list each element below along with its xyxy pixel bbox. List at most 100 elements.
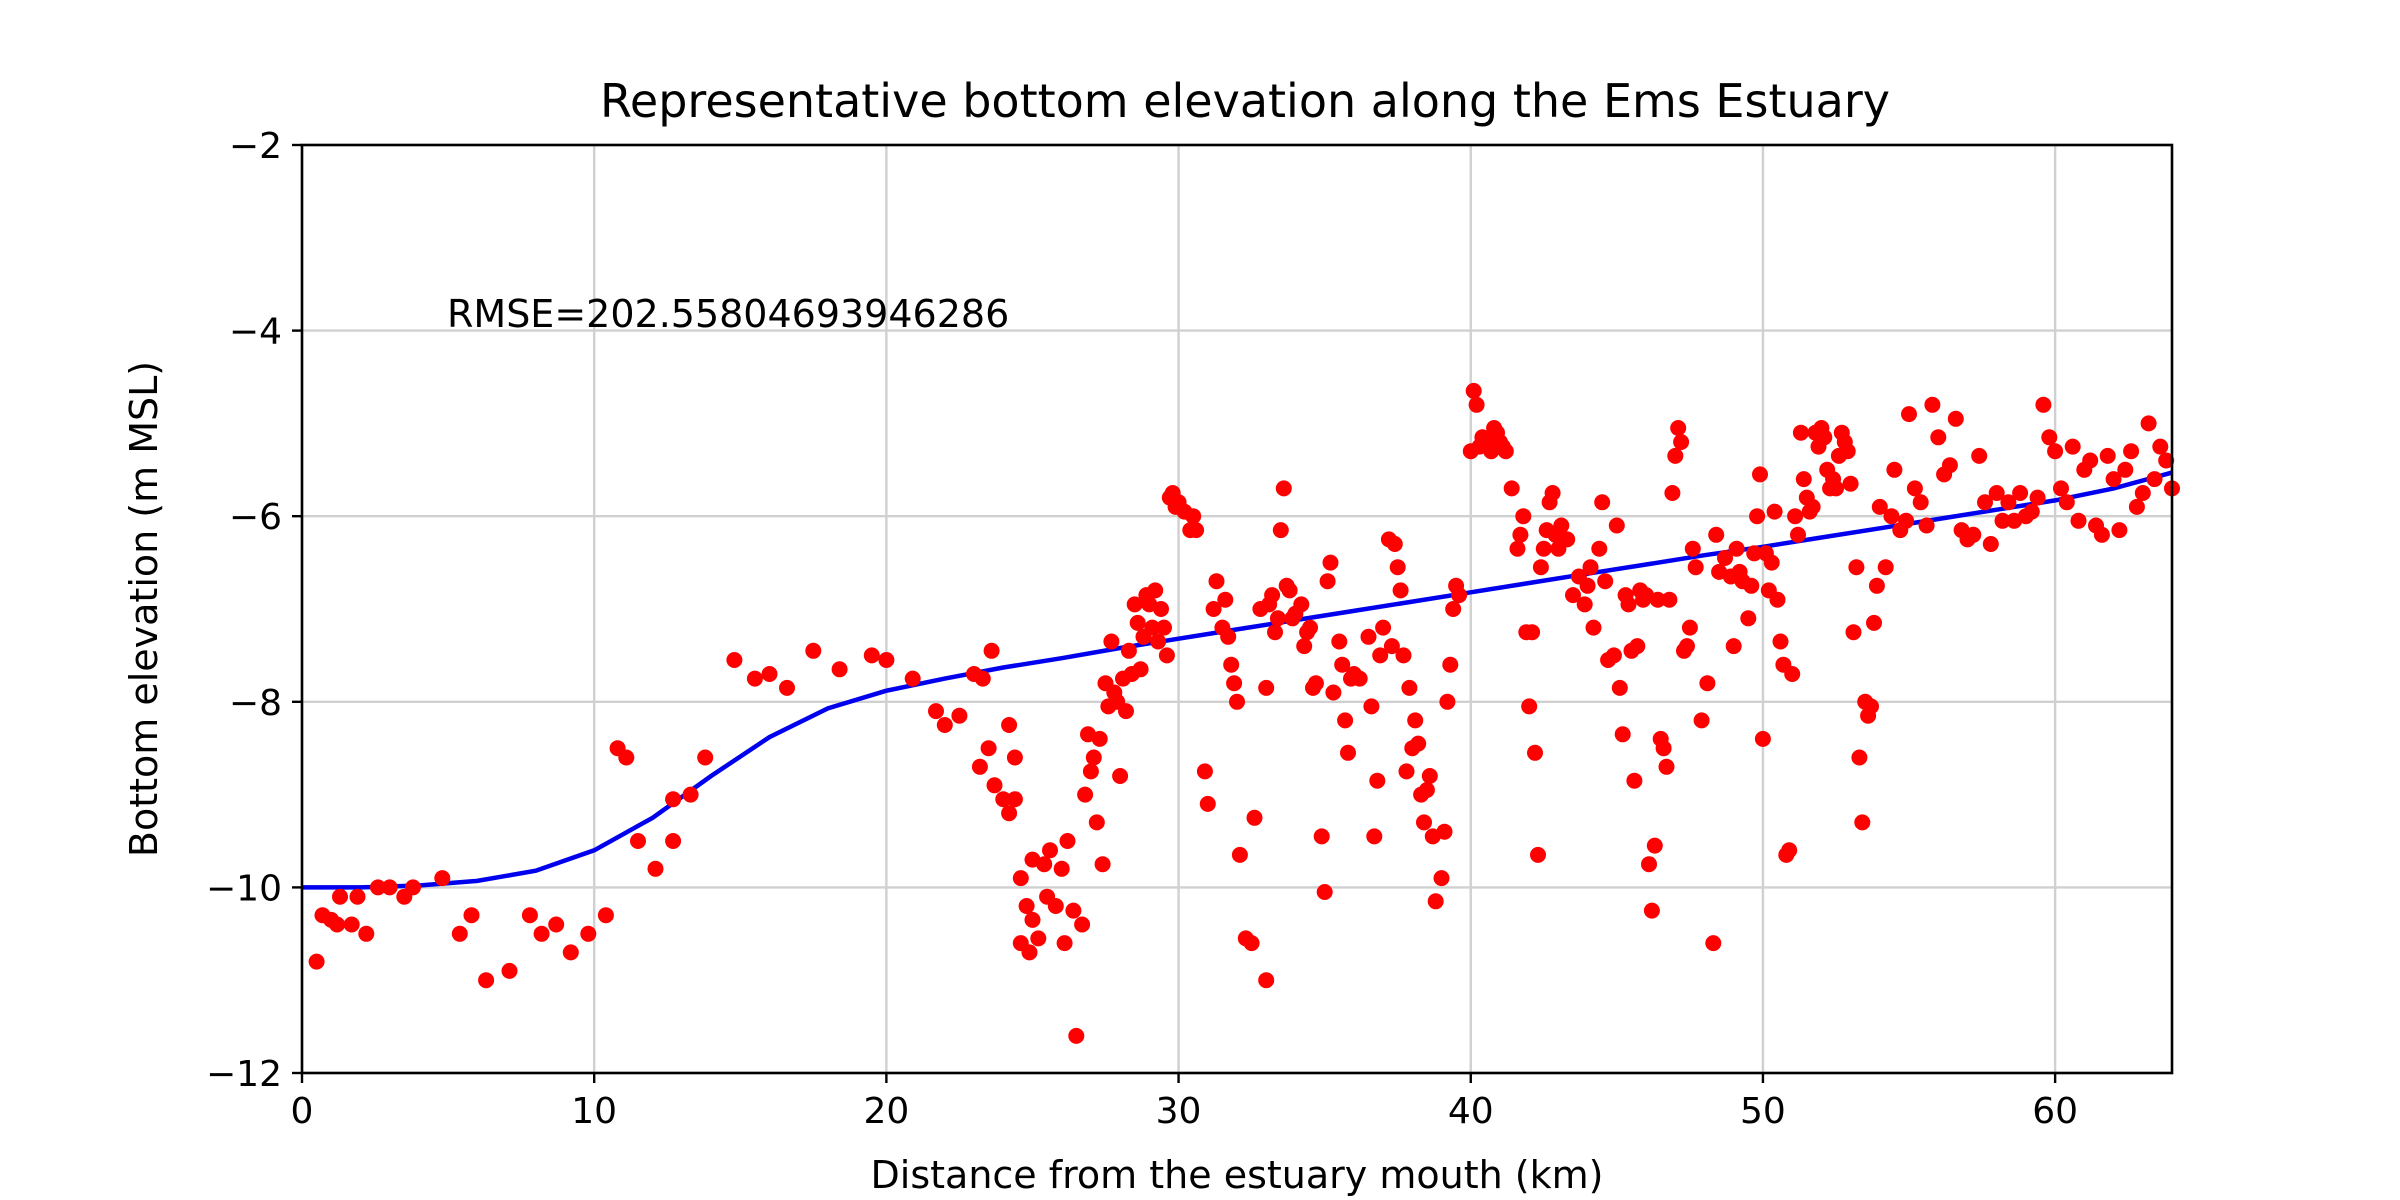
data-point: [971, 758, 988, 775]
data-point: [2117, 461, 2134, 478]
data-point: [1871, 498, 1888, 515]
data-point: [1687, 559, 1704, 576]
data-point: [521, 907, 538, 924]
data-point: [2093, 526, 2110, 543]
data-point: [1132, 661, 1149, 678]
data-point: [1851, 749, 1868, 766]
data-point: [2128, 498, 2145, 515]
data-point: [1120, 642, 1137, 659]
data-point: [647, 860, 664, 877]
data-point: [1264, 587, 1281, 604]
data-point: [1532, 559, 1549, 576]
data-point: [1018, 898, 1035, 914]
data-point: [1684, 540, 1701, 557]
data-point: [1074, 916, 1091, 933]
data-point: [1351, 670, 1368, 687]
data-point: [1223, 656, 1240, 673]
data-point: [478, 972, 495, 989]
data-point: [1085, 749, 1102, 766]
data-point: [1144, 619, 1161, 636]
y-tick-label: −8: [229, 683, 282, 724]
data-point: [1790, 526, 1806, 543]
x-tick-label: 50: [1740, 1091, 1786, 1132]
data-point: [1047, 898, 1064, 914]
data-point: [1629, 638, 1646, 655]
data-point: [1231, 846, 1248, 863]
y-tick-label: −6: [229, 497, 282, 538]
x-tick-label: 40: [1448, 1091, 1494, 1132]
data-point: [1269, 610, 1286, 627]
data-point: [1930, 429, 1947, 446]
data-point: [1246, 809, 1263, 826]
data-point: [1608, 517, 1625, 534]
data-point: [1267, 624, 1283, 641]
data-point: [434, 870, 451, 887]
data-point: [1868, 577, 1885, 594]
data-point: [1509, 540, 1526, 557]
data-point: [665, 791, 682, 808]
data-point: [980, 740, 997, 757]
data-point: [1363, 698, 1380, 715]
data-point: [2023, 503, 2040, 520]
data-point: [562, 944, 579, 961]
data-point: [1848, 559, 1865, 576]
data-point: [1410, 735, 1427, 752]
data-point: [1147, 582, 1164, 599]
axis-ticks: 0 10 20 30 40 50 60 −12 −10 −8 −6 −4 −2: [206, 126, 2078, 1132]
y-tick-label: −4: [229, 312, 282, 353]
data-point: [746, 670, 763, 687]
data-point: [1392, 582, 1409, 599]
data-point: [1620, 596, 1637, 613]
rmse-annotation: RMSE=202.55804693946286: [447, 292, 1009, 336]
data-point: [1325, 684, 1342, 701]
data-point: [805, 642, 822, 659]
data-point: [2035, 396, 2052, 413]
data-point: [1059, 833, 1076, 849]
data-point: [370, 879, 386, 896]
data-point: [1185, 508, 1202, 525]
data-point: [2058, 494, 2075, 511]
data-point: [2134, 485, 2151, 501]
data-point: [1258, 679, 1275, 696]
data-point: [1319, 573, 1336, 590]
data-point: [1597, 573, 1614, 590]
data-point: [1749, 508, 1766, 525]
data-point: [1524, 624, 1541, 641]
data-point: [1743, 577, 1760, 594]
data-point: [1302, 619, 1318, 636]
data-point: [1331, 633, 1348, 650]
data-point: [329, 916, 346, 933]
data-point: [1118, 703, 1134, 720]
data-point: [1021, 944, 1038, 961]
data-point: [332, 888, 348, 905]
data-point: [1340, 744, 1356, 761]
data-point: [1828, 480, 1844, 497]
data-point: [358, 925, 375, 942]
data-point: [1866, 614, 1882, 631]
data-point: [1544, 485, 1561, 501]
data-point: [1512, 526, 1529, 543]
data-point: [1056, 935, 1073, 952]
data-point: [1226, 675, 1243, 692]
data-point: [1369, 772, 1386, 789]
data-point: [1994, 512, 2011, 529]
data-point: [1754, 730, 1771, 747]
data-point: [878, 652, 895, 668]
data-point: [2047, 443, 2064, 460]
data-point: [1316, 884, 1333, 900]
data-point: [1924, 396, 1941, 413]
data-point: [1705, 935, 1722, 952]
data-point: [1416, 814, 1432, 831]
data-point: [1664, 485, 1681, 501]
data-point: [1012, 870, 1029, 887]
data-point: [1360, 628, 1377, 645]
y-tick-label: −12: [206, 1054, 282, 1095]
data-point: [1679, 638, 1695, 655]
plot-frame: [300, 143, 2174, 1075]
data-point: [1389, 559, 1406, 576]
data-point: [1693, 712, 1710, 729]
data-point: [1670, 420, 1687, 436]
data-point: [1792, 424, 1809, 441]
data-point: [1898, 512, 1915, 529]
data-point: [1196, 763, 1213, 780]
